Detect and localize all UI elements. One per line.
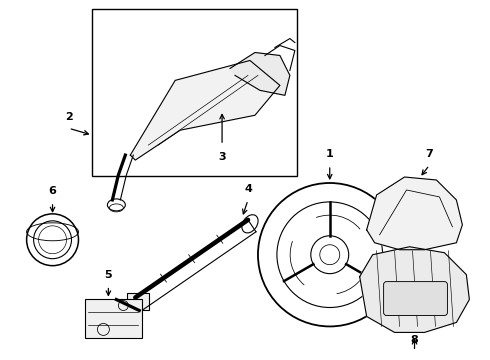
- FancyBboxPatch shape: [85, 298, 142, 338]
- Polygon shape: [360, 247, 469, 332]
- Text: 1: 1: [326, 149, 334, 159]
- FancyBboxPatch shape: [384, 282, 447, 315]
- Text: 5: 5: [104, 270, 112, 280]
- Text: 3: 3: [218, 152, 226, 162]
- Bar: [93, 9, 297, 176]
- Bar: [127, 293, 149, 310]
- Polygon shape: [367, 177, 463, 250]
- Text: 4: 4: [244, 184, 252, 194]
- Text: 8: 8: [411, 336, 418, 345]
- Polygon shape: [230, 53, 290, 95]
- Polygon shape: [130, 60, 280, 160]
- Text: 7: 7: [426, 149, 433, 159]
- Text: 2: 2: [65, 112, 73, 122]
- Text: 6: 6: [49, 186, 56, 196]
